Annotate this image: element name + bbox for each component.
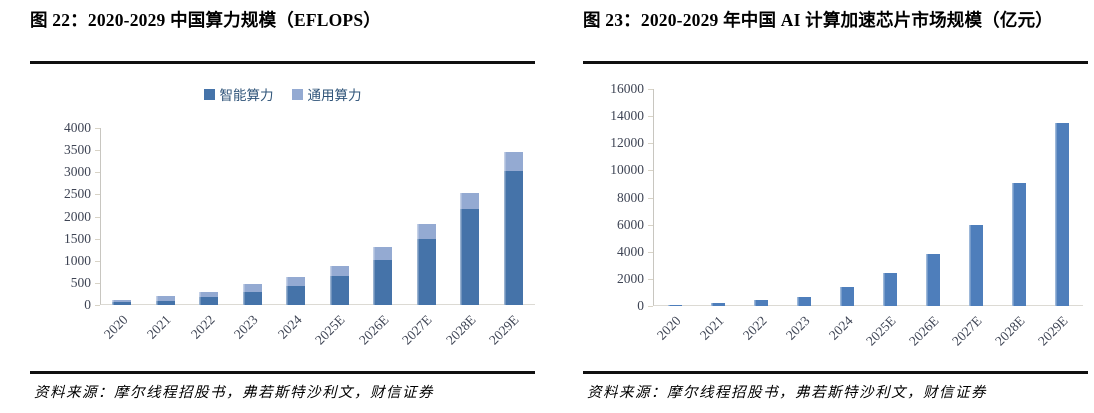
y-axis-label: 3000 <box>64 164 91 180</box>
bar-2020-中国 AI 计算加速芯片市场规模 <box>667 304 682 306</box>
figure-23-bottom-rule <box>583 371 1088 374</box>
legend-label: 智能算力 <box>219 88 274 103</box>
y-tick-mark <box>95 305 100 306</box>
y-axis-label: 8000 <box>617 189 644 205</box>
bar-2026E-中国 AI 计算加速芯片市场规模 <box>925 253 940 306</box>
ai-chip-market-chart: 0 2000 4000 6000 8000 10000 12000 14000 16000 202… <box>583 64 1088 371</box>
legend-item: 通用算力 <box>291 84 362 104</box>
y-tick-mark <box>95 260 100 262</box>
y-axis-label: 2000 <box>64 208 91 224</box>
bar-2022-中国 AI 计算加速芯片市场规模 <box>753 299 768 306</box>
y-tick-mark <box>95 128 100 129</box>
bar-2023-中国 AI 计算加速芯片市场规模 <box>796 297 811 306</box>
bar-2027E-中国 AI 计算加速芯片市场规模 <box>968 225 983 306</box>
y-axis-label: 4000 <box>64 120 91 135</box>
y-tick-mark <box>648 197 653 199</box>
y-tick-mark <box>648 116 653 118</box>
figure-22-bottom-rule <box>30 371 535 374</box>
plot-area <box>653 89 1083 306</box>
report-figures-row: 图 22：2020-2029 中国算力规模（EFLOPS） 智能算力 通用算力 0 5… <box>30 8 1088 402</box>
bar-2028E-通用算力 <box>460 193 480 209</box>
y-tick-mark <box>648 224 653 226</box>
legend-swatch-icon <box>291 88 303 100</box>
chart-legend: 智能算力 通用算力 <box>30 84 535 104</box>
figure-22-source-note: 资料来源：摩尔线程招股书，弗若斯特沙利文，财信证券 <box>34 385 434 401</box>
legend-label: 通用算力 <box>307 88 362 103</box>
bar-2024-中国 AI 计算加速芯片市场规模 <box>839 287 854 306</box>
legend-swatch-icon <box>203 88 215 100</box>
plot-area <box>100 128 535 305</box>
y-axis-label: 0 <box>637 298 644 313</box>
bar-2025E-中国 AI 计算加速芯片市场规模 <box>882 273 897 306</box>
y-axis-label: 10000 <box>610 162 644 178</box>
bar-2028E-中国 AI 计算加速芯片市场规模 <box>1011 182 1026 306</box>
y-axis-label: 6000 <box>617 216 644 232</box>
y-axis-label: 3500 <box>64 142 91 158</box>
y-tick-mark <box>648 170 653 172</box>
y-tick-mark <box>95 194 100 196</box>
bar-2023-智能算力 <box>242 292 262 305</box>
y-axis-label: 14000 <box>610 108 644 124</box>
bar-2020-智能算力 <box>112 302 132 305</box>
bar-2022-智能算力 <box>199 297 219 305</box>
y-tick-mark <box>648 251 653 253</box>
y-tick-mark <box>95 238 100 240</box>
y-tick-mark <box>95 172 100 174</box>
bar-2027E-智能算力 <box>416 238 436 305</box>
bar-2022-通用算力 <box>199 291 219 298</box>
bar-2020-通用算力 <box>112 299 132 303</box>
x-axis-label: 2020 <box>653 313 684 343</box>
y-tick-mark <box>648 306 653 307</box>
computing-power-chart: 智能算力 通用算力 0 500 1000 1500 2000 2500 3000 3500 4000… <box>30 64 535 371</box>
bar-2026E-智能算力 <box>373 260 393 305</box>
bar-2028E-智能算力 <box>460 208 480 305</box>
figure-22-title-rule <box>30 61 535 64</box>
y-axis-label: 2000 <box>617 270 644 286</box>
y-tick-mark <box>95 150 100 152</box>
bar-2021-通用算力 <box>155 296 175 301</box>
y-axis-label: 2500 <box>64 186 91 202</box>
bar-2029E-中国 AI 计算加速芯片市场规模 <box>1054 122 1069 306</box>
y-axis-label: 0 <box>84 297 91 312</box>
bar-2024-智能算力 <box>286 285 306 305</box>
y-tick-mark <box>648 89 653 90</box>
y-tick-mark <box>95 216 100 218</box>
bar-2023-通用算力 <box>242 284 262 293</box>
figure-22-panel: 图 22：2020-2029 中国算力规模（EFLOPS） 智能算力 通用算力 0 5… <box>30 8 535 402</box>
y-axis-label: 4000 <box>617 243 644 259</box>
bar-2021-中国 AI 计算加速芯片市场规模 <box>710 302 725 306</box>
y-tick-mark <box>648 278 653 280</box>
figure-23-title: 图 23：2020-2029 年中国 AI 计算加速芯片市场规模（亿元） <box>583 10 1053 30</box>
bar-2027E-通用算力 <box>416 224 436 239</box>
figure-23-source-note: 资料来源：摩尔线程招股书，弗若斯特沙利文，财信证券 <box>587 385 987 401</box>
bar-2029E-通用算力 <box>503 151 523 171</box>
bar-2026E-通用算力 <box>373 247 393 261</box>
bar-2024-通用算力 <box>286 277 306 286</box>
y-axis-label: 500 <box>70 274 91 290</box>
y-axis-label: 12000 <box>610 135 644 151</box>
figure-23-panel: 图 23：2020-2029 年中国 AI 计算加速芯片市场规模（亿元） 0 20… <box>583 8 1088 402</box>
legend-item: 智能算力 <box>203 84 274 104</box>
figure-22-title: 图 22：2020-2029 中国算力规模（EFLOPS） <box>30 10 381 30</box>
y-tick-mark <box>95 282 100 284</box>
y-tick-mark <box>648 143 653 145</box>
bar-2025E-智能算力 <box>329 275 349 305</box>
bar-2029E-智能算力 <box>503 170 523 305</box>
figure-23-title-rule <box>583 61 1088 64</box>
y-axis-label: 16000 <box>610 81 644 96</box>
bar-2025E-通用算力 <box>329 266 349 276</box>
bar-2021-智能算力 <box>155 300 175 305</box>
y-axis-label: 1000 <box>64 252 91 268</box>
y-axis-label: 1500 <box>64 230 91 246</box>
